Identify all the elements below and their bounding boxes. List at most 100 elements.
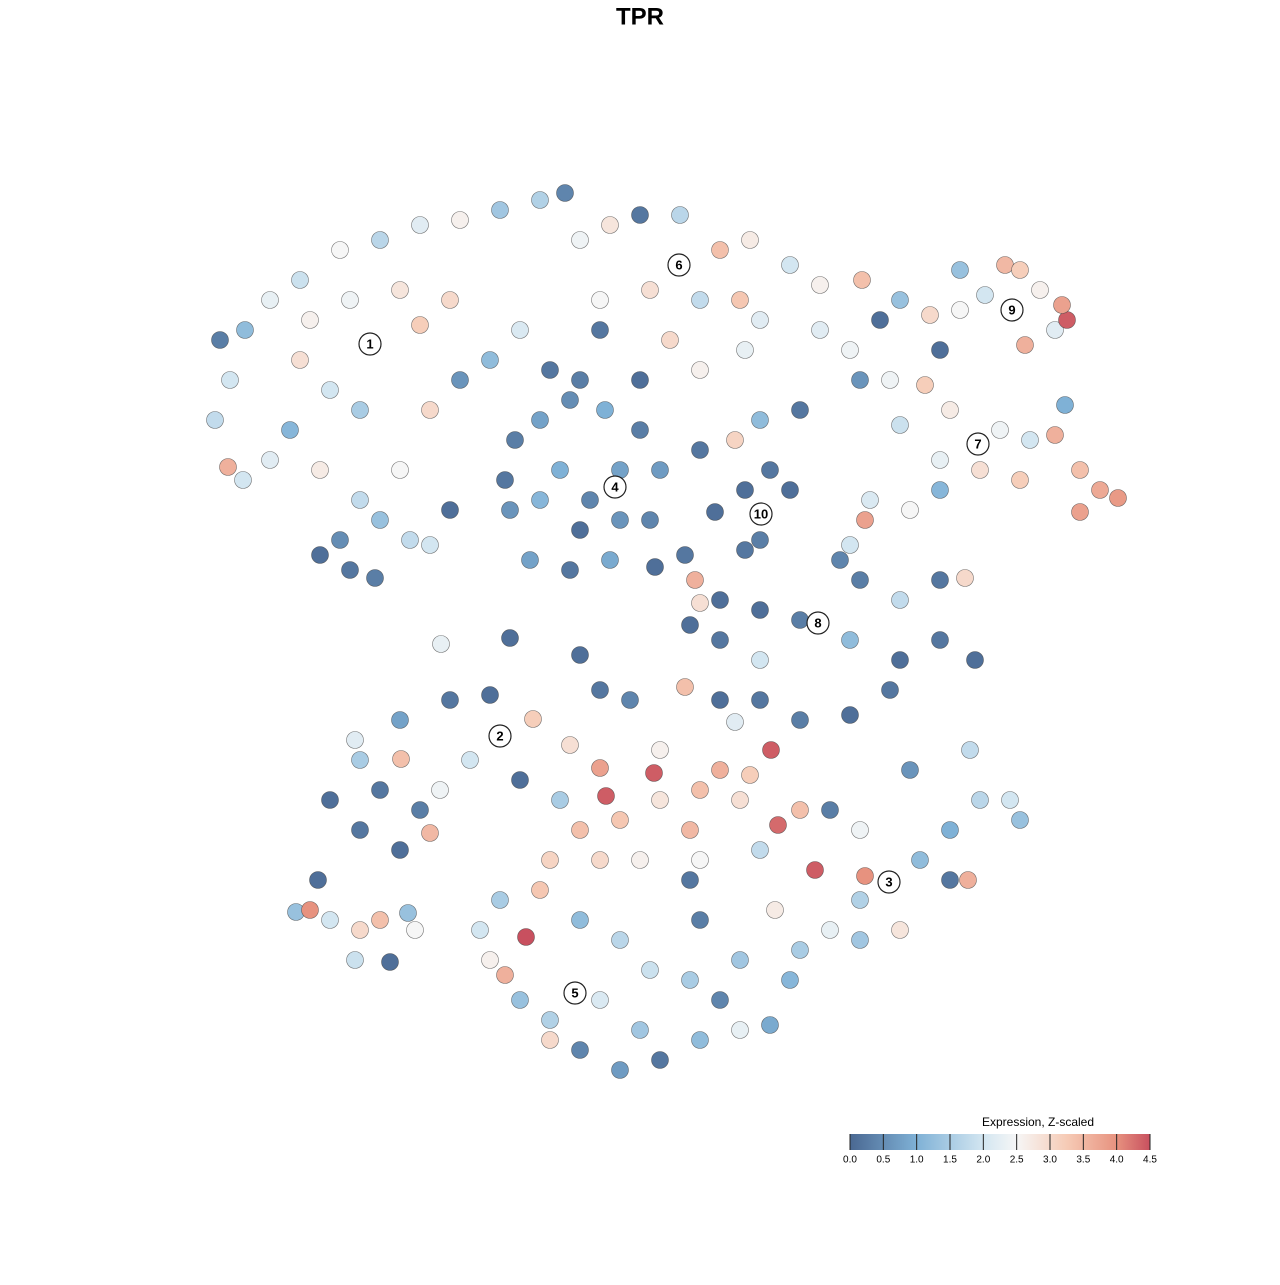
point (736, 341, 754, 359)
point (769, 816, 787, 834)
cluster-label: 6 (675, 257, 682, 272)
point (571, 371, 589, 389)
point (731, 1021, 749, 1039)
point (541, 1011, 559, 1029)
point (211, 331, 229, 349)
point (762, 741, 780, 759)
point (736, 481, 754, 499)
point (221, 371, 239, 389)
point (731, 951, 749, 969)
point (861, 491, 879, 509)
point (371, 231, 389, 249)
point (966, 651, 984, 669)
point (346, 951, 364, 969)
point (751, 651, 769, 669)
point (561, 561, 579, 579)
point (631, 1021, 649, 1039)
legend: Expression, Z-scaled 0.0 0.5 1.0 1.5 2.0 2.5 3… (843, 1115, 1157, 1165)
point (432, 635, 450, 653)
cluster-badge (877, 870, 901, 894)
point (331, 531, 349, 549)
point (921, 306, 939, 324)
cluster-label: 10 (754, 506, 768, 521)
point (451, 211, 469, 229)
colorbar-tick-label: 1.0 (910, 1155, 924, 1166)
colorbar-tick-label: 0.5 (876, 1155, 890, 1166)
point (976, 286, 994, 304)
point (691, 441, 709, 459)
point (591, 991, 609, 1009)
point (891, 291, 909, 309)
point (541, 1031, 559, 1049)
point (891, 591, 909, 609)
point (676, 678, 694, 696)
point (691, 781, 709, 799)
point (853, 271, 871, 289)
cluster-badge (603, 475, 627, 499)
point (441, 291, 459, 309)
point (531, 881, 549, 899)
point (931, 481, 949, 499)
point (411, 801, 429, 819)
point (524, 710, 542, 728)
cluster-label: 7 (974, 436, 981, 451)
point (511, 771, 529, 789)
point (891, 416, 909, 434)
point (601, 216, 619, 234)
points (206, 184, 1127, 1079)
point (631, 206, 649, 224)
point (751, 531, 769, 549)
point (851, 571, 869, 589)
chart-title: TPR (616, 3, 664, 30)
point (491, 201, 509, 219)
point (691, 1031, 709, 1049)
point (571, 911, 589, 929)
point (691, 851, 709, 869)
point (791, 801, 809, 819)
point (441, 691, 459, 709)
cluster-label: 3 (885, 874, 892, 889)
point (219, 458, 237, 476)
cluster-label: 9 (1008, 302, 1015, 317)
cluster-badge (488, 724, 512, 748)
point (236, 321, 254, 339)
point (941, 871, 959, 889)
point (751, 841, 769, 859)
point (791, 711, 809, 729)
colorbar-tick-label: 3.0 (1043, 1155, 1057, 1166)
point (961, 741, 979, 759)
point (901, 761, 919, 779)
point (1011, 261, 1029, 279)
point (597, 787, 615, 805)
point (959, 871, 977, 889)
point (931, 451, 949, 469)
cluster-label: 5 (571, 985, 578, 1000)
point (676, 546, 694, 564)
point (561, 736, 579, 754)
point (681, 821, 699, 839)
point (951, 261, 969, 279)
point (1021, 431, 1039, 449)
cluster-badge (966, 432, 990, 456)
point (1053, 296, 1071, 314)
point (841, 536, 859, 554)
point (1071, 461, 1089, 479)
point (621, 691, 639, 709)
point (591, 851, 609, 869)
point (711, 991, 729, 1009)
point (871, 311, 889, 329)
cluster-badge (806, 611, 830, 635)
point (291, 271, 309, 289)
point (341, 291, 359, 309)
point (371, 511, 389, 529)
colorbar-tick-label: 4.5 (1143, 1155, 1157, 1166)
point (561, 391, 579, 409)
point (641, 281, 659, 299)
point (631, 421, 649, 439)
colorbar-tick-label: 2.5 (1010, 1155, 1024, 1166)
point (371, 781, 389, 799)
point (751, 411, 769, 429)
point (821, 801, 839, 819)
point (726, 713, 744, 731)
point (806, 861, 824, 879)
